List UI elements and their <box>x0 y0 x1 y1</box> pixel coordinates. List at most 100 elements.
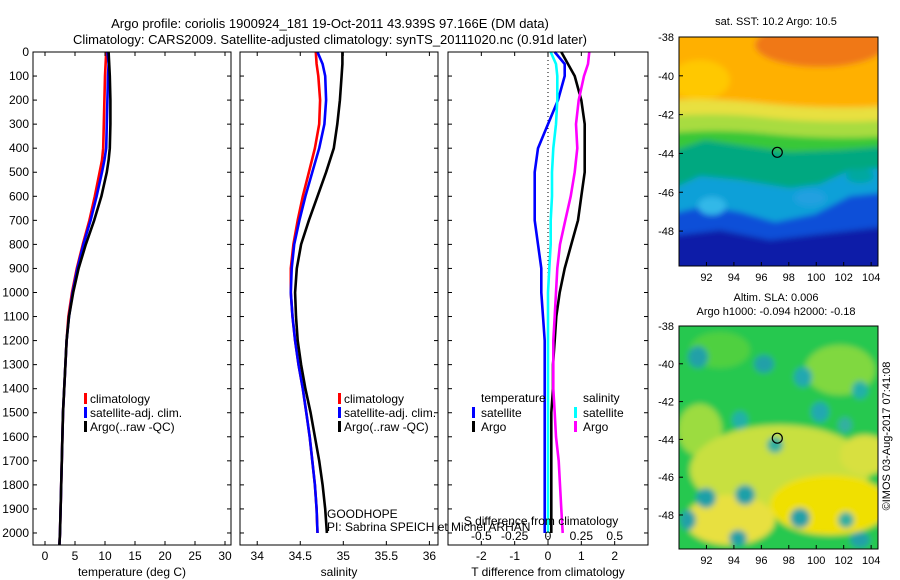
legend-group-label: salinity <box>583 391 620 405</box>
pi-annotation: PI: Sabrina SPEICH et Michel ARHAN <box>327 520 530 534</box>
y-tick-label: 1200 <box>2 334 29 348</box>
top-x-tick-label: 0.5 <box>606 529 623 543</box>
y-tick-label: 0 <box>22 45 29 59</box>
x-tick-label: 5 <box>72 549 79 563</box>
difference-legend: temperature salinity satellite Argo sate… <box>472 391 624 434</box>
legend-label: Argo <box>583 420 609 434</box>
sst-map: sat. SST: 10.2 Argo: 10.5 92 94 96 98 100 102… <box>658 16 880 284</box>
map-y-tick-label: -48 <box>658 510 674 522</box>
y-tick-label: 1500 <box>2 406 29 420</box>
map-x-tick-label: 102 <box>835 555 853 567</box>
map-x-tick-label: 102 <box>835 272 853 284</box>
y-tick-label: 1400 <box>2 382 29 396</box>
x-tick-label: -2 <box>476 549 487 563</box>
difference-axes-box <box>447 51 649 546</box>
y-tick-label: 1000 <box>2 285 29 299</box>
sla-map-title: Altim. SLA: 0.006 <box>734 292 819 304</box>
y-tick-label: 1100 <box>3 310 29 324</box>
legend-label: Argo(..raw -QC) <box>90 420 175 434</box>
x-tick-label: 20 <box>158 549 172 563</box>
y-tick-label: 2000 <box>2 526 29 540</box>
map-x-tick-label: 98 <box>783 555 795 567</box>
x-tick-label: 2 <box>611 549 618 563</box>
y-tick-label: 800 <box>9 237 29 251</box>
x-tick-label: 34.5 <box>289 549 313 563</box>
y-tick-label: 600 <box>9 189 29 203</box>
y-tick-label: 1800 <box>2 478 29 492</box>
difference-ticks: -2 -1 0 1 2 -0.5 -0.25 0 0.25 0.5 <box>448 51 648 563</box>
map-x-tick-label: 92 <box>700 555 712 567</box>
legend-label: satellite <box>481 406 522 420</box>
project-annotation: GOODHOPE <box>327 507 398 521</box>
map-x-tick-label: 96 <box>755 272 767 284</box>
map-y-tick-label: -48 <box>658 226 674 238</box>
series-line <box>58 51 108 546</box>
y-tick-label: 1600 <box>2 430 29 444</box>
salinity-xlabel: salinity <box>321 565 358 579</box>
legend-label: satellite-adj. clim. <box>90 406 182 420</box>
x-tick-label: 35.5 <box>375 549 399 563</box>
legend-label: climatology <box>344 392 404 406</box>
argo-location-marker <box>771 146 783 158</box>
x-tick-label: 0 <box>545 549 552 563</box>
map-x-tick-label: 94 <box>728 272 740 284</box>
y-tick-label: 700 <box>9 213 29 227</box>
temperature-axes-box <box>32 51 232 546</box>
series-line <box>549 51 587 533</box>
x-tick-label: 15 <box>128 549 142 563</box>
series-line <box>58 51 112 546</box>
map-x-tick-label: 104 <box>862 555 880 567</box>
temperature-panel: 0100200300400500600700800900100011001200… <box>2 45 232 579</box>
x-tick-label: 34 <box>251 549 265 563</box>
legend-group-label: temperature <box>481 391 546 405</box>
map-y-tick-label: -44 <box>658 148 674 160</box>
salinity-ticks: 34 34.5 35 35.5 36 <box>240 51 438 563</box>
series-line <box>533 51 567 533</box>
x-tick-label: 25 <box>188 549 202 563</box>
difference-xlabel: T difference from climatology <box>471 565 625 579</box>
map-y-tick-label: -38 <box>658 32 674 44</box>
y-tick-label: 100 <box>9 69 29 83</box>
map-x-tick-label: 100 <box>807 555 825 567</box>
argo-location-marker <box>771 432 783 444</box>
map-y-tick-label: -44 <box>658 434 674 446</box>
temperature-xlabel: temperature (deg C) <box>78 565 186 579</box>
legend-label: Argo <box>481 420 507 434</box>
map-x-tick-label: 100 <box>807 272 825 284</box>
y-tick-label: 1900 <box>2 502 29 516</box>
map-y-tick-label: -42 <box>658 110 674 122</box>
difference-panel: -2 -1 0 1 2 -0.5 -0.25 0 0.25 0.5 T difference fr… <box>447 51 649 579</box>
map-y-tick-label: -38 <box>658 321 674 333</box>
top-x-tick-label: -0.25 <box>501 529 529 543</box>
series-line <box>293 52 344 534</box>
series-line <box>58 51 110 546</box>
map-y-tick-label: -46 <box>658 187 674 199</box>
sla-map-subtitle: Argo h1000: -0.094 h2000: -0.18 <box>696 306 855 318</box>
series-line <box>551 51 591 534</box>
top-x-tick-label: -0.5 <box>471 529 492 543</box>
series-line <box>546 51 559 533</box>
series-line <box>289 51 328 534</box>
map-x-tick-label: 98 <box>783 272 795 284</box>
x-tick-label: 36 <box>423 549 437 563</box>
sla-map: Altim. SLA: 0.006 Argo h1000: -0.094 h20… <box>658 292 880 567</box>
map-y-tick-label: -46 <box>658 472 674 484</box>
map-x-tick-label: 104 <box>862 272 880 284</box>
map-x-tick-label: 96 <box>755 555 767 567</box>
salinity-legend: climatology satellite-adj. clim. Argo(..… <box>338 392 436 434</box>
top-x-tick-label: 0.25 <box>570 529 594 543</box>
legend-label: climatology <box>90 392 150 406</box>
x-tick-label: 30 <box>218 549 232 563</box>
legend-label: satellite-adj. clim. <box>344 406 436 420</box>
sla-map-frame <box>678 325 879 550</box>
difference-lines <box>533 51 591 534</box>
top-x-tick-label: 0 <box>545 529 552 543</box>
x-tick-label: 10 <box>98 549 112 563</box>
temperature-legend: climatology satellite-adj. clim. Argo(..… <box>84 392 182 434</box>
y-tick-label: 300 <box>9 117 29 131</box>
salinity-axes-box <box>239 51 439 546</box>
map-x-tick-label: 94 <box>728 555 740 567</box>
figure-title-line2: Climatology: CARS2009. Satellite-adjuste… <box>73 32 587 47</box>
x-tick-label: 35 <box>337 549 351 563</box>
